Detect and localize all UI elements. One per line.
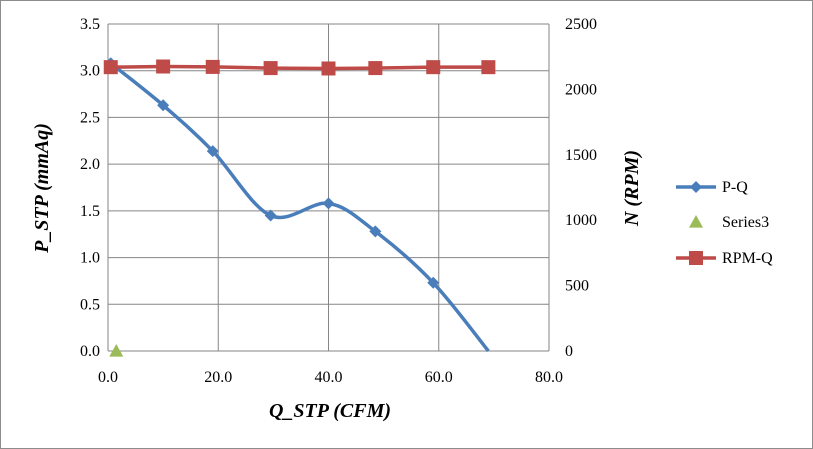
legend: P-Q Series3 RPM-Q bbox=[676, 179, 773, 267]
x-tick-label: 0.0 bbox=[98, 369, 118, 386]
y2-axis-title: N (RPM) bbox=[621, 150, 643, 227]
y2-tick-label: 1500 bbox=[565, 147, 597, 164]
y-tick-label: 3.5 bbox=[80, 16, 100, 33]
y-tick-label: 1.0 bbox=[80, 250, 100, 267]
y-tick-label: 0.5 bbox=[80, 296, 100, 313]
legend-label: RPM-Q bbox=[722, 250, 773, 267]
series-layer bbox=[103, 57, 496, 357]
data-point bbox=[157, 99, 170, 112]
legend-label: P-Q bbox=[722, 179, 748, 196]
x-tick-label: 80.0 bbox=[535, 369, 563, 386]
legend-item: P-Q bbox=[676, 179, 748, 196]
y-tick-label: 3.0 bbox=[80, 63, 100, 80]
data-point bbox=[322, 197, 335, 210]
data-point bbox=[426, 60, 441, 75]
legend-marker bbox=[690, 181, 702, 193]
y-tick-label: 2.5 bbox=[80, 109, 100, 126]
data-point bbox=[109, 344, 124, 357]
y-axis-title: P_STP (mmAq) bbox=[31, 123, 53, 254]
y-tick-label: 2.0 bbox=[80, 156, 100, 173]
x-tick-label: 60.0 bbox=[425, 369, 453, 386]
y2-tick-label: 0 bbox=[565, 343, 573, 360]
series-rpm-q bbox=[103, 59, 496, 76]
data-point bbox=[481, 60, 496, 75]
y-tick-label: 0.0 bbox=[80, 343, 100, 360]
data-point bbox=[206, 145, 219, 158]
data-point bbox=[321, 61, 336, 76]
data-point bbox=[369, 225, 382, 238]
series-series3 bbox=[109, 344, 124, 357]
y2-tick-label: 2500 bbox=[565, 16, 597, 33]
x-tick-label: 40.0 bbox=[315, 369, 343, 386]
series-p-q bbox=[104, 57, 490, 353]
data-point bbox=[205, 59, 220, 74]
x-tick-label: 20.0 bbox=[204, 369, 232, 386]
y2-tick-label: 1000 bbox=[565, 212, 597, 229]
y2-tick-label: 2000 bbox=[565, 81, 597, 98]
tick-labels: 0.0 20.0 40.0 60.0 80.0 0.0 0.5 1.0 1.5 2.0 2.5 3.0… bbox=[80, 16, 597, 386]
legend-item: RPM-Q bbox=[676, 250, 773, 267]
legend-marker bbox=[689, 215, 703, 228]
gridlines bbox=[107, 23, 550, 352]
legend-item: Series3 bbox=[689, 214, 769, 231]
data-point bbox=[368, 61, 383, 76]
legend-marker bbox=[689, 251, 703, 265]
y-tick-label: 1.5 bbox=[80, 203, 100, 220]
data-point bbox=[427, 276, 440, 289]
y2-tick-label: 500 bbox=[565, 278, 589, 295]
data-point bbox=[263, 61, 278, 76]
data-point bbox=[156, 59, 171, 74]
data-point bbox=[103, 60, 118, 75]
legend-label: Series3 bbox=[722, 214, 769, 231]
x-axis-title: Q_STP (CFM) bbox=[269, 400, 391, 422]
data-point bbox=[264, 209, 277, 222]
series-line bbox=[110, 64, 489, 71]
